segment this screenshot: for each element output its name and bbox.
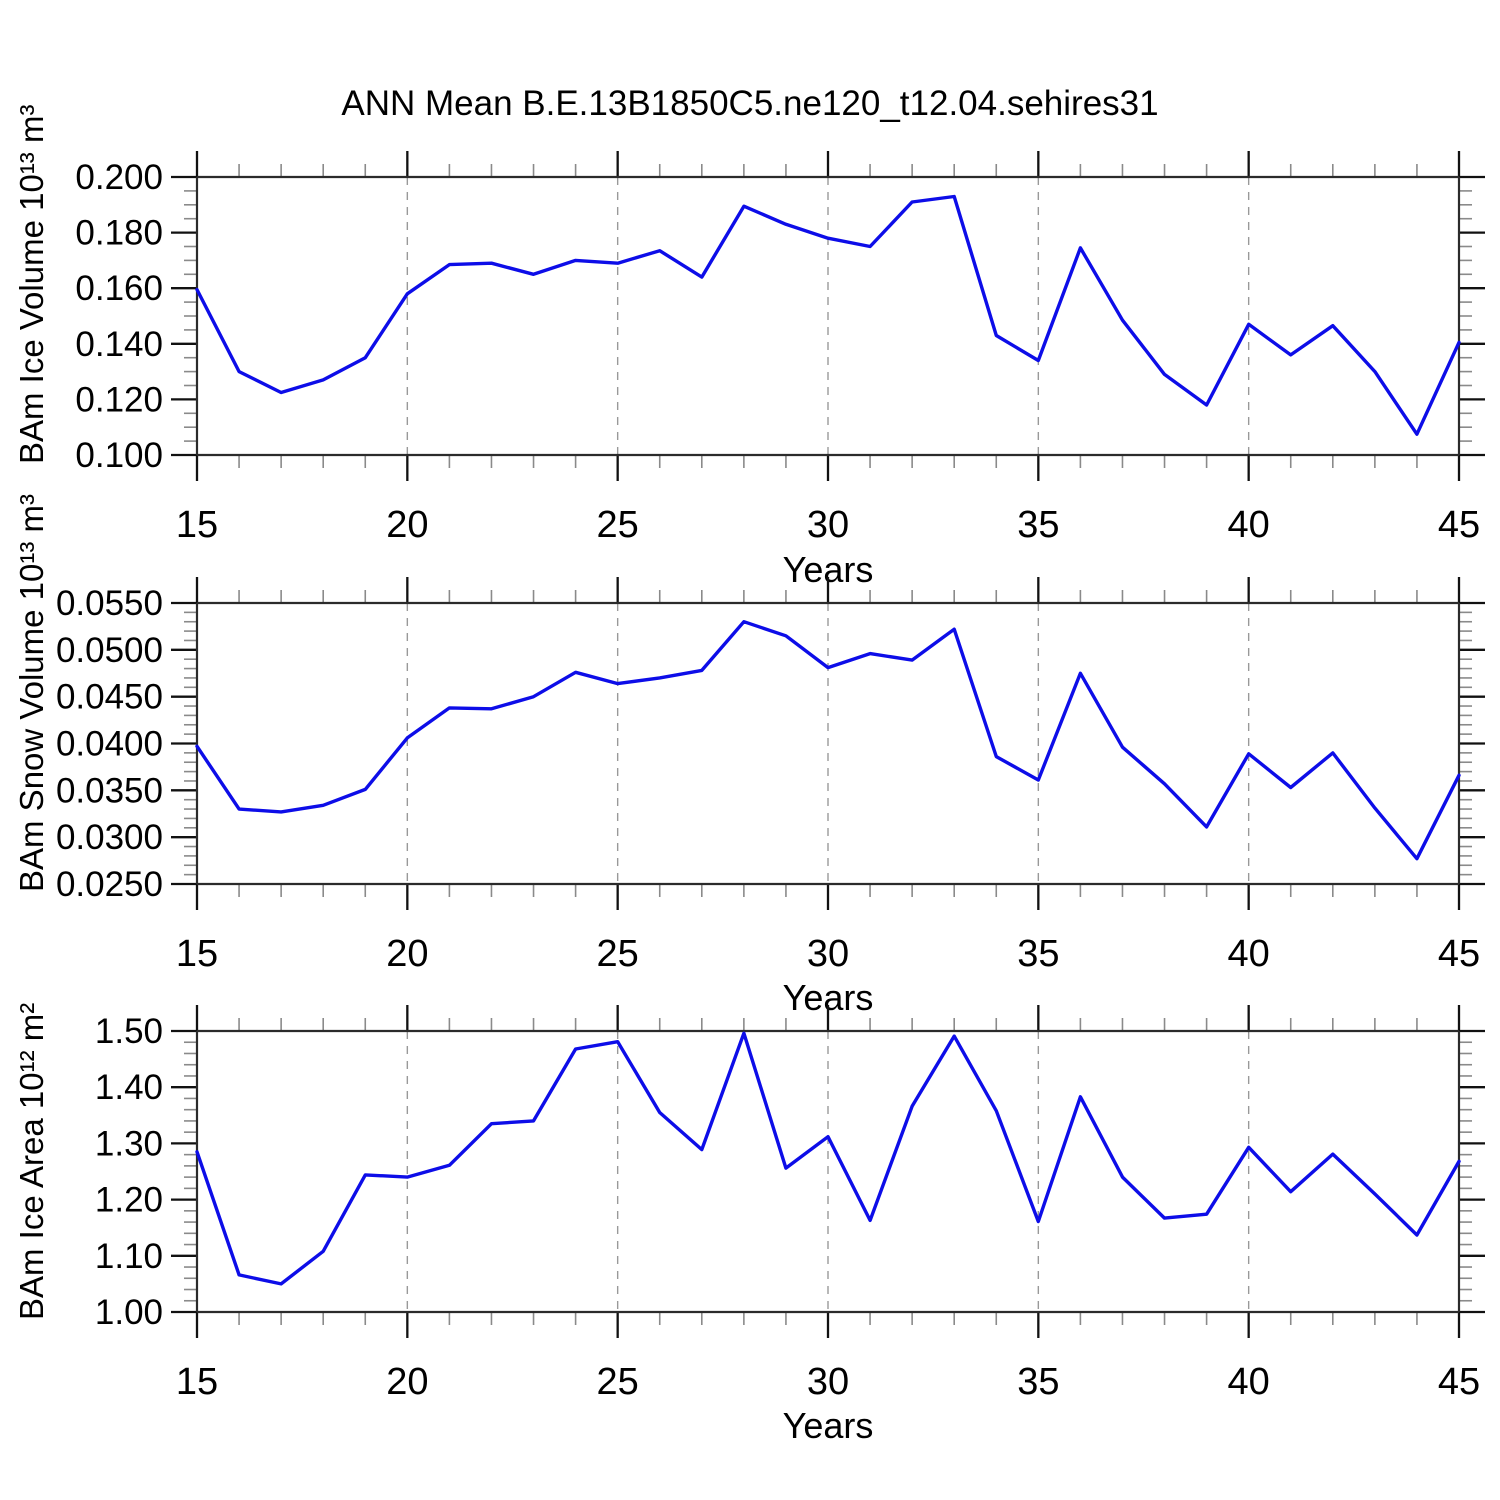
panel3-xtick-label: 25 [597, 1361, 639, 1403]
panel3-xtick-label: 15 [176, 1361, 218, 1403]
panel1-axes: 15 20 25 30 35 40 45 0.200 0.180 0.160 0.140 0.120 0… [75, 151, 1485, 546]
panel1-xtick-label: 15 [176, 504, 218, 546]
panel1-xtick-label: 40 [1228, 504, 1270, 546]
panel2-xtick-label: 25 [597, 933, 639, 975]
panel1-ytick-label: 0.140 [75, 325, 163, 364]
panel3-ytick-label: 1.30 [95, 1124, 163, 1163]
data-line-panel1 [195, 194, 1461, 436]
data-line-panel3 [195, 1031, 1461, 1286]
panel1-ytick-label: 0.160 [75, 269, 163, 308]
panel3-xtick-label: 35 [1017, 1361, 1059, 1403]
panel2-xtick-label: 45 [1438, 933, 1480, 975]
panel3-xtick-label: 40 [1228, 1361, 1270, 1403]
panel2-ytick-label: 0.0450 [56, 678, 163, 717]
data-line-panel2 [195, 620, 1461, 861]
panel3-ytick-label: 1.40 [95, 1068, 163, 1107]
panel2-xtick-label: 20 [386, 933, 428, 975]
panel1-ytick-label: 0.200 [75, 158, 163, 197]
panel3-xtick-label: 45 [1438, 1361, 1480, 1403]
panel3-xtick-label: 20 [386, 1361, 428, 1403]
panel1-ytick-label: 0.120 [75, 380, 163, 419]
panel3-xtick-label: 30 [807, 1361, 849, 1403]
panel2-ytick-label: 0.0300 [56, 818, 163, 857]
panel1-xtick-label: 30 [807, 504, 849, 546]
panel3-ytick-label: 1.10 [95, 1237, 163, 1276]
panel3-ytick-label: 1.50 [95, 1012, 163, 1051]
panel1-ytick-label: 0.100 [75, 436, 163, 475]
panel2-ytick-label: 0.0500 [56, 631, 163, 670]
panel3-xlabel: Years [782, 1405, 874, 1446]
panel1-xtick-label: 20 [386, 504, 428, 546]
panel2-axes: 15 20 25 30 35 40 45 0.0550 0.0500 0.0450 0.0400 0.… [56, 577, 1485, 975]
panel3-ytick-label: 1.20 [95, 1181, 163, 1220]
panel3-ytick-label: 1.00 [95, 1293, 163, 1332]
figure-title: ANN Mean B.E.13B1850C5.ne120_t12.04.sehi… [341, 84, 1159, 123]
panel1-xtick-label: 35 [1017, 504, 1059, 546]
panel2-ytick-label: 0.0550 [56, 584, 163, 623]
panel1-xtick-label: 45 [1438, 504, 1480, 546]
panel2-ytick-label: 0.0250 [56, 865, 163, 904]
panel2-xtick-label: 15 [176, 933, 218, 975]
panel2-xtick-label: 40 [1228, 933, 1270, 975]
panel1-ytick-label: 0.180 [75, 214, 163, 253]
panel2-xtick-label: 35 [1017, 933, 1059, 975]
panel1-xtick-label: 25 [597, 504, 639, 546]
panel2-xtick-label: 30 [807, 933, 849, 975]
panel2-ytick-label: 0.0400 [56, 725, 163, 764]
panel3-axes: 15 20 25 30 35 40 45 1.50 1.40 1.30 1.20 1.10 1.00 [95, 1005, 1485, 1403]
panel2-ytick-label: 0.0350 [56, 771, 163, 810]
